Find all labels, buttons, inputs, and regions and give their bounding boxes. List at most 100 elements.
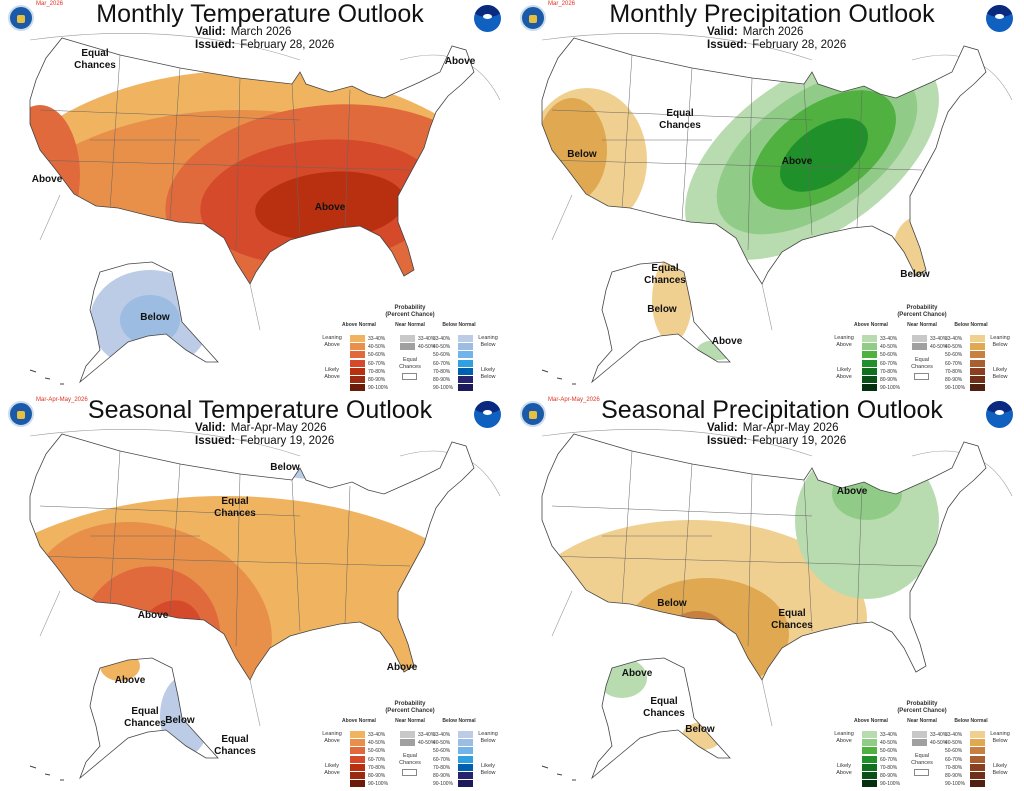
legend-above-range: 50-60% <box>880 748 898 755</box>
legend-above-swatch <box>350 359 365 367</box>
state-borders <box>30 450 411 647</box>
map-title: Monthly Temperature Outlook <box>96 0 424 28</box>
legend-above-range: 70-80% <box>368 764 386 771</box>
valid-line: Valid: March 2026 <box>707 26 804 38</box>
state-borders <box>542 54 923 251</box>
map-region-label: Above <box>711 336 743 347</box>
legend-above-range: 40-50% <box>368 344 386 351</box>
legend-leaning-below: Leaning Below <box>478 731 498 744</box>
legend-near-header: Near Normal <box>395 718 425 724</box>
legend-below-swatch <box>458 335 473 342</box>
legend-above-range: 50-60% <box>368 352 386 359</box>
us-outline <box>29 433 475 681</box>
outlook-panel-precip-3: Mar-Apr-May_2026 Seasonal Precipitation … <box>512 396 1024 791</box>
map-region-label: Equal Chances <box>644 263 686 286</box>
map-region-label: Equal Chances <box>771 608 813 631</box>
legend-above-swatch <box>862 376 877 383</box>
legend-above-swatch <box>350 739 365 747</box>
probability-region <box>120 295 180 345</box>
legend-below-range: 90-100% <box>945 781 966 788</box>
legend-likely-above: Likely Above <box>836 763 852 776</box>
legend-below-swatch <box>970 772 985 779</box>
legend-above-swatch <box>350 384 365 392</box>
alaska-shape <box>80 658 218 778</box>
legend-near-range: 40-50% <box>418 344 436 351</box>
legend-title: Probability (Percent Chance) <box>897 701 947 714</box>
legend-below-header: Below Normal <box>954 718 988 724</box>
legend-likely-above: Likely Above <box>324 367 340 380</box>
outlook-panel-temp-0: Mar_2026 Monthly Temperature Outlook Val… <box>0 0 512 395</box>
legend-above-range: 60-70% <box>368 756 386 763</box>
legend-above-range: 80-90% <box>368 773 386 779</box>
legend-likely-below: Likely Below <box>480 763 496 776</box>
legend-likely-below: Likely Below <box>480 367 496 380</box>
legend-near-swatch <box>400 335 415 342</box>
legend-near-header: Near Normal <box>907 322 937 328</box>
aleutian-islands <box>29 765 64 781</box>
legend-leaning-below: Leaning Below <box>990 335 1010 348</box>
legend-near-range: 33-40% <box>930 336 948 342</box>
legend-leaning-above: Leaning Above <box>322 731 342 744</box>
legend-below-range: 33-40% <box>433 732 451 738</box>
legend-above-range: 40-50% <box>880 740 898 747</box>
alaska-outline <box>591 261 731 384</box>
legend-above-range: 80-90% <box>880 773 898 779</box>
legend-above-range: 90-100% <box>880 385 901 392</box>
legend-above-swatch <box>862 755 877 763</box>
map-region-label: Equal Chances <box>659 108 701 131</box>
map-region-label: Below <box>647 304 677 315</box>
legend-equal-swatch <box>914 769 929 776</box>
legend-near-swatch <box>912 343 927 351</box>
legend-above-swatch <box>862 351 877 359</box>
issued-line: Issued: February 19, 2026 <box>195 435 335 447</box>
legend-above-swatch <box>350 376 365 383</box>
probability-region <box>780 118 868 192</box>
state-borders <box>542 450 923 647</box>
map-region-label: Below <box>900 269 930 280</box>
legend-above-swatch <box>862 335 877 342</box>
doc-seal-logo <box>8 401 34 427</box>
noaa-logo <box>474 401 501 428</box>
outlook-map <box>541 429 1013 781</box>
legend-below-range: 33-40% <box>945 732 963 738</box>
legend-leaning-below: Leaning Below <box>990 731 1010 744</box>
map-region-label: Below <box>270 462 300 473</box>
legend-below-swatch <box>458 359 473 367</box>
probability-legend: Probability (Percent Chance) Above Normal… <box>320 305 500 393</box>
legend-below-swatch <box>458 780 473 788</box>
legend-above-range: 80-90% <box>368 377 386 383</box>
legend-above-swatch <box>350 772 365 779</box>
legend-below-range: 80-90% <box>945 773 963 779</box>
noaa-logo <box>986 401 1013 428</box>
legend-likely-above: Likely Above <box>836 367 852 380</box>
legend-below-range: 80-90% <box>433 773 451 779</box>
legend-below-swatch <box>458 747 473 755</box>
legend-above-swatch <box>350 755 365 763</box>
valid-line: Valid: Mar-Apr-May 2026 <box>195 422 327 434</box>
map-region-label: Equal Chances <box>214 496 256 519</box>
legend-near-range: 33-40% <box>418 732 436 738</box>
valid-line: Valid: March 2026 <box>195 26 292 38</box>
map-title: Seasonal Precipitation Outlook <box>601 396 943 424</box>
legend-above-range: 33-40% <box>368 336 386 342</box>
map-title: Monthly Precipitation Outlook <box>609 0 935 28</box>
map-region-label: Above <box>114 675 146 686</box>
legend-above-swatch <box>862 747 877 755</box>
alaska-outline <box>79 657 219 780</box>
legend-leaning-above: Leaning Above <box>322 335 342 348</box>
noaa-logo <box>986 5 1013 32</box>
legend-near-header: Near Normal <box>907 718 937 724</box>
legend-below-swatch <box>458 351 473 359</box>
map-region-label: Equal Chances <box>124 706 166 729</box>
map-region-label: Equal Chances <box>643 696 685 719</box>
legend-title: Probability (Percent Chance) <box>385 701 435 714</box>
legend-near-range: 33-40% <box>930 732 948 738</box>
issued-line: Issued: February 28, 2026 <box>707 39 847 51</box>
map-region-label: Equal Chances <box>74 48 116 71</box>
probability-legend: Probability (Percent Chance) Above Normal… <box>832 305 1012 393</box>
legend-below-range: 70-80% <box>945 368 963 375</box>
map-region-label: Above <box>836 486 868 497</box>
legend-near-range: 40-50% <box>930 740 948 747</box>
legend-above-range: 90-100% <box>368 385 389 392</box>
map-region-label: Below <box>140 312 170 323</box>
